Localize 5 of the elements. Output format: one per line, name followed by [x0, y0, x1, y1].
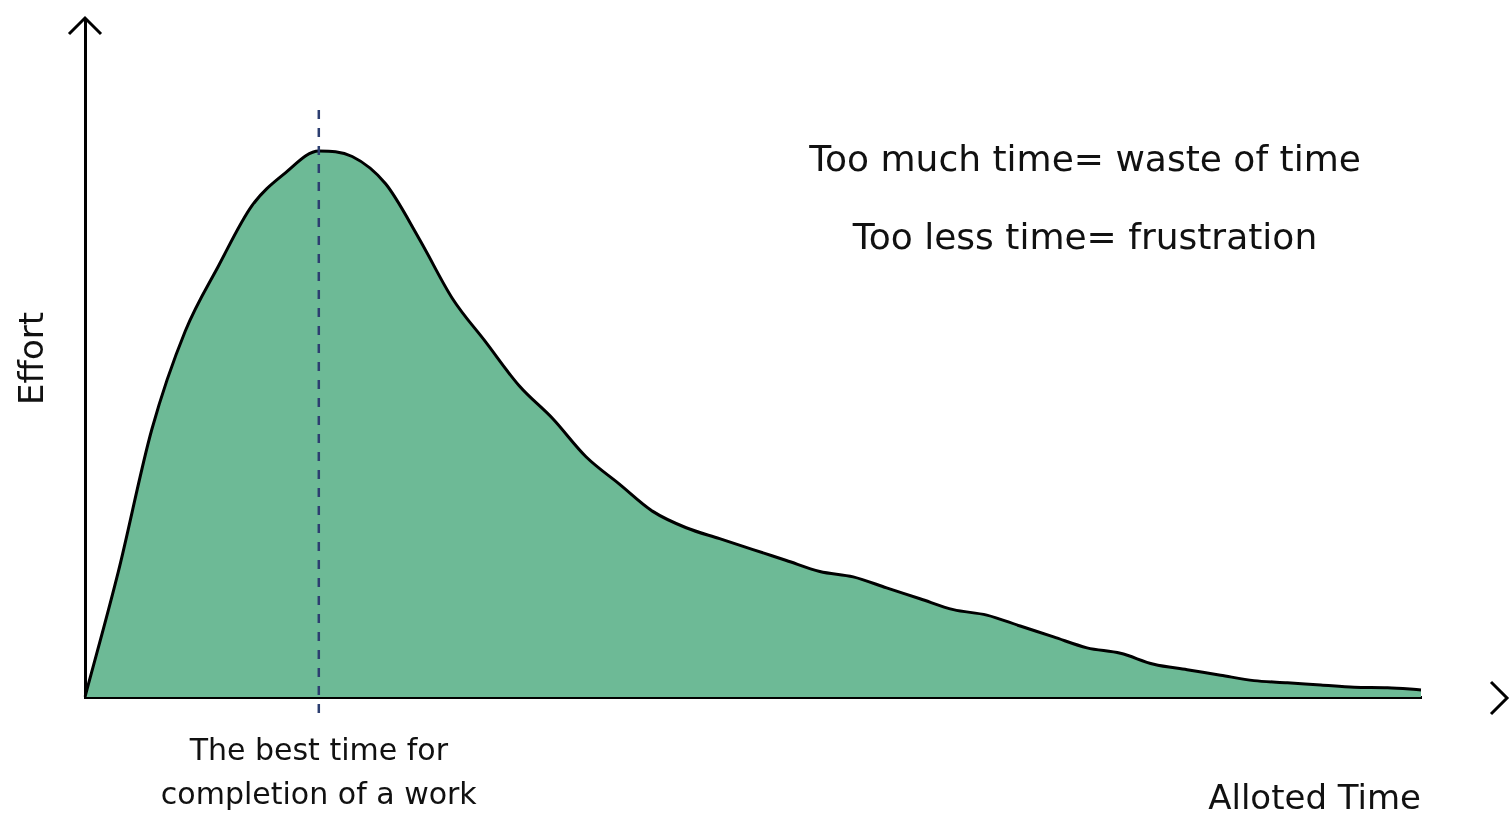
text: The best time for completion of a work — [160, 731, 478, 811]
x-axis-title: Alloted Time — [1208, 777, 1421, 818]
annotation: Too much time= waste of time — [808, 138, 1361, 180]
annotation: Too less time= frustration — [851, 216, 1318, 258]
y-axis-title: Effort — [11, 311, 52, 406]
